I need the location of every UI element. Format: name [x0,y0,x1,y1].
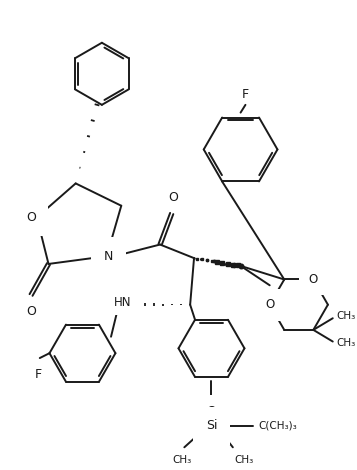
Text: O: O [26,211,36,224]
Text: N: N [104,250,113,263]
Text: HN: HN [114,296,131,309]
Text: O: O [26,305,36,318]
Text: CH₃: CH₃ [337,338,356,348]
Text: O: O [207,405,216,418]
Text: F: F [242,88,249,101]
Text: CH₃: CH₃ [235,455,254,465]
Text: Si: Si [206,419,217,432]
Text: C(CH₃)₃: C(CH₃)₃ [258,421,297,431]
Text: CH₃: CH₃ [337,311,356,321]
Text: CH₃: CH₃ [173,455,192,465]
Text: O: O [309,273,318,286]
Text: O: O [265,298,274,311]
Text: F: F [34,368,41,381]
Text: O: O [169,191,178,204]
